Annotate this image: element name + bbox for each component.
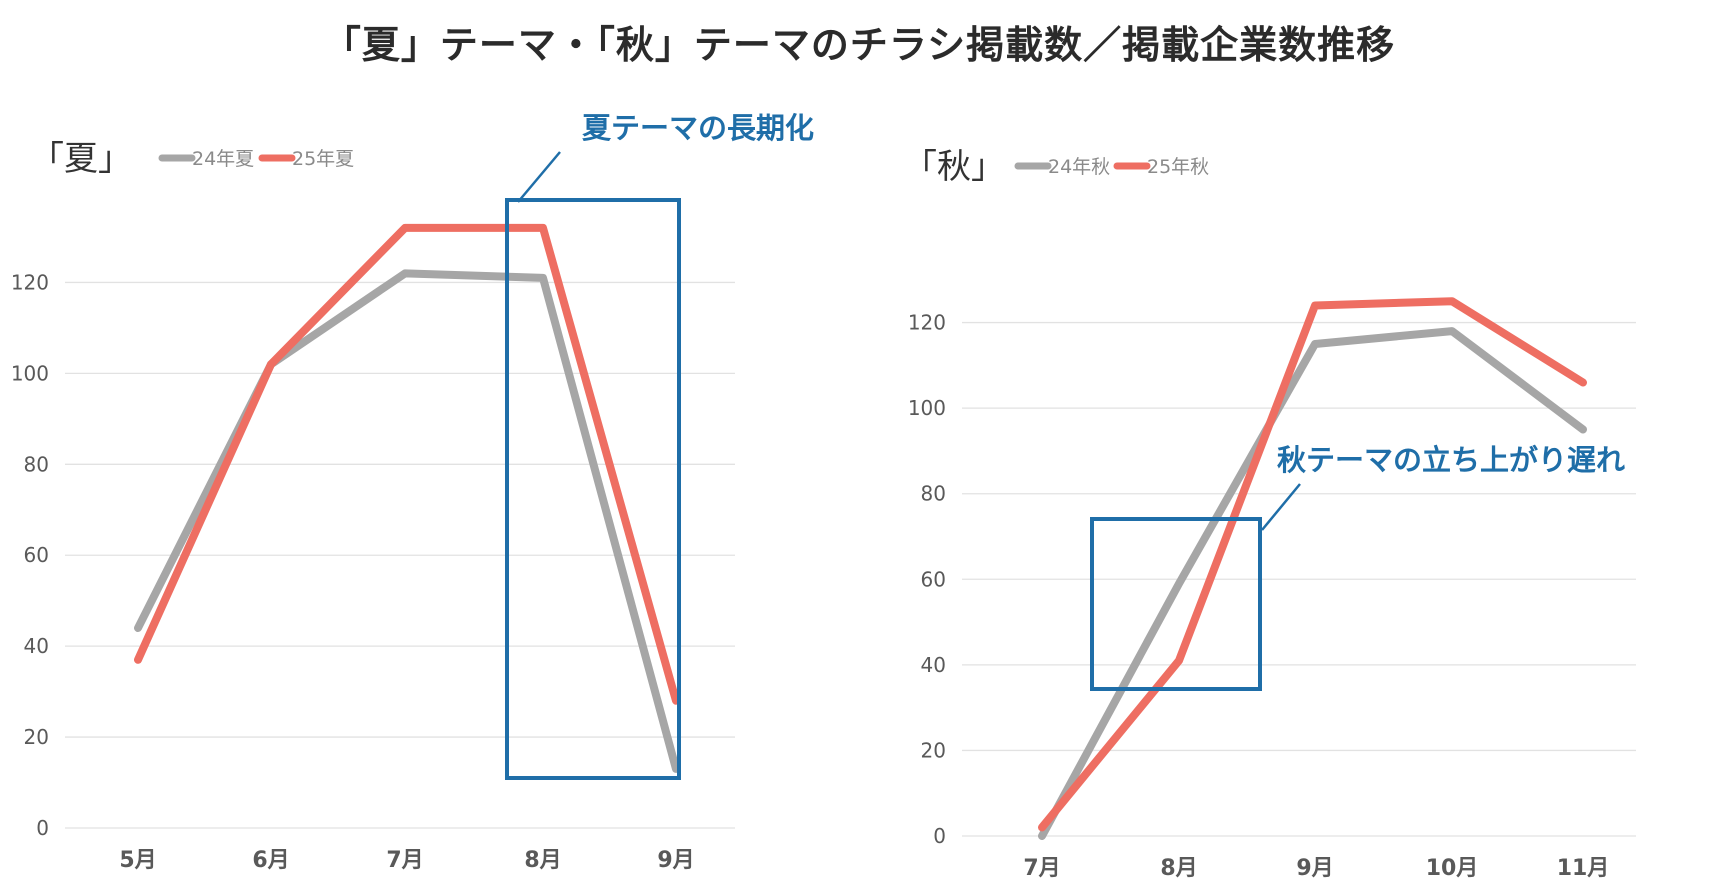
- autumn-data-point-2024: [1449, 328, 1455, 335]
- autumn-x-tick-label: 7月: [1023, 856, 1060, 881]
- summer-callout-text: 夏テーマの長期化: [582, 111, 814, 145]
- autumn-data-point-2024: [1580, 426, 1586, 433]
- autumn-y-tick-label: 60: [921, 567, 946, 591]
- autumn-y-tick-label: 20: [921, 738, 946, 762]
- summer-y-tick-label: 80: [24, 452, 49, 476]
- autumn-y-tick-label: 120: [908, 311, 946, 335]
- autumn-y-tick-label: 100: [908, 396, 946, 420]
- page-title: 「夏」テーマ・「秋」テーマのチラシ掲載数／掲載企業数推移: [322, 23, 1396, 67]
- summer-callout-leader: [517, 151, 561, 203]
- autumn-data-point-2025: [1449, 298, 1455, 305]
- summer-x-tick-label: 7月: [386, 848, 423, 873]
- summer-y-tick-label: 40: [24, 634, 49, 658]
- autumn-x-tick-label: 9月: [1296, 856, 1333, 881]
- autumn-series-line-2024: [1038, 327, 1587, 840]
- summer-data-point-2024: [540, 274, 546, 281]
- autumn-x-tick-label: 8月: [1160, 856, 1197, 881]
- summer-panel-title: 「夏」: [30, 139, 132, 179]
- autumn-data-point-2025: [1580, 379, 1586, 386]
- summer-y-tick-label: 0: [36, 816, 49, 840]
- autumn-y-tick-label: 40: [921, 653, 946, 677]
- autumn-x-tick-label: 11月: [1557, 856, 1610, 881]
- summer-y-tick-label: 20: [24, 725, 49, 749]
- autumn-data-point-2025: [1312, 302, 1318, 309]
- autumn-y-tick-label: 80: [921, 482, 946, 506]
- summer-data-point-2025: [402, 224, 408, 231]
- summer-x-tick-label: 5月: [119, 848, 156, 873]
- autumn-legend-label: 24年秋: [1048, 156, 1110, 178]
- summer-y-tick-label: 60: [24, 543, 49, 567]
- summer-y-tick-label: 100: [11, 361, 49, 385]
- summer-legend-label: 25年夏: [292, 148, 354, 170]
- summer-data-point-2025: [268, 361, 274, 368]
- summer-data-point-2025: [135, 656, 141, 663]
- autumn-x-tick-label: 10月: [1426, 856, 1479, 881]
- autumn-data-point-2025: [1176, 657, 1182, 664]
- summer-y-tick-label: 120: [11, 270, 49, 294]
- summer-data-point-2024: [135, 624, 141, 631]
- autumn-series-line-2025: [1038, 297, 1587, 832]
- summer-legend-label: 24年夏: [192, 148, 254, 170]
- autumn-callout-text: 秋テーマの立ち上がり遅れ: [1277, 443, 1625, 477]
- summer-x-tick-label: 6月: [252, 848, 289, 873]
- autumn-legend-label: 25年秋: [1147, 156, 1209, 178]
- autumn-callout-leader: [1261, 483, 1301, 531]
- autumn-data-point-2024: [1176, 580, 1182, 587]
- summer-series-line-2024: [134, 269, 680, 773]
- autumn-highlight-box: [1090, 517, 1262, 691]
- autumn-data-point-2024: [1312, 340, 1318, 347]
- autumn-data-point-2024: [1039, 833, 1045, 839]
- summer-x-tick-label: 9月: [657, 848, 694, 873]
- summer-highlight-box: [505, 198, 681, 780]
- summer-data-point-2024: [402, 270, 408, 277]
- summer-data-point-2025: [540, 224, 546, 231]
- autumn-panel-title: 「秋」: [903, 147, 1005, 187]
- autumn-data-point-2025: [1039, 824, 1045, 831]
- autumn-y-tick-label: 0: [933, 824, 946, 848]
- summer-x-tick-label: 8月: [524, 848, 561, 873]
